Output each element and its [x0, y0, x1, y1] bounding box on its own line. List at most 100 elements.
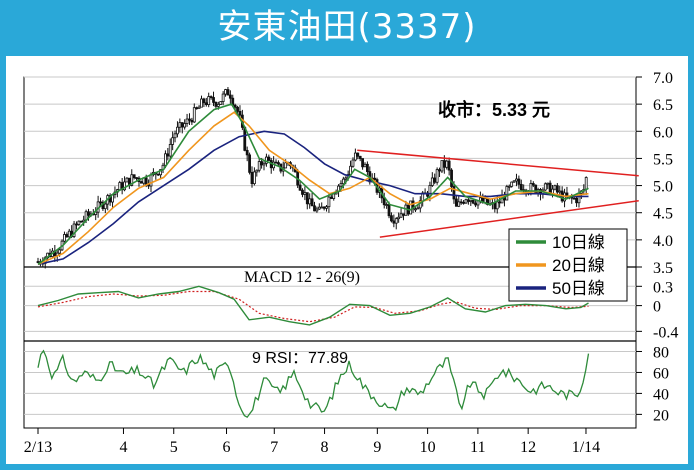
page-title: 安東油田(3337) [217, 7, 477, 47]
candle-body [572, 197, 576, 200]
candle-body [555, 185, 559, 193]
candle-body [433, 177, 437, 183]
candle-body [284, 162, 288, 169]
candle-body [546, 182, 550, 185]
candle-body [332, 193, 336, 199]
candle-body [471, 199, 475, 204]
candle-body [99, 201, 102, 204]
candle-body [454, 198, 458, 207]
candle-body [329, 196, 333, 199]
y-tick-label: 6.0 [653, 124, 673, 141]
ma50-line [37, 130, 589, 266]
candle-body [173, 133, 177, 139]
candle-body [452, 186, 456, 200]
candle-body [298, 184, 302, 191]
macd-line [37, 285, 589, 326]
y-tick-labels: 7.0 6.5 6.0 5.5 5.0 4.5 4.0 3.5 0.3 0 -0.4 80 60 40 20 [653, 70, 678, 424]
trendlines [357, 149, 639, 238]
candle-body [200, 98, 203, 108]
candle-body [440, 160, 444, 172]
candle-body [353, 152, 357, 161]
candle-body [517, 178, 521, 185]
stock-chart: 7.0 6.5 6.0 5.5 5.0 4.5 4.0 3.5 0.3 0 -0.4 80 60 40 20… [23, 70, 678, 456]
ma20-line [37, 111, 589, 266]
candle-body [558, 190, 562, 193]
candle-body [301, 189, 304, 195]
candle-body [238, 110, 242, 116]
candle-body [214, 102, 218, 107]
candle-body [176, 126, 179, 135]
candle-body [462, 202, 465, 204]
candle-body [325, 206, 328, 209]
y-tick-label: 5.5 [653, 151, 673, 168]
candle-body [512, 180, 516, 183]
close-price-annotation: 收市：5.33 元 [438, 99, 550, 120]
macd-title: MACD 12 - 26(9) [244, 269, 360, 286]
macd-lines [37, 285, 589, 326]
candle-body [77, 220, 81, 225]
candle-body [171, 137, 175, 145]
candle-body [224, 89, 227, 95]
y-tick-label: 0.3 [653, 279, 673, 296]
y-tick-label: 5.0 [653, 179, 673, 196]
y-tick-label: 0 [653, 299, 661, 316]
candle-body [67, 230, 71, 238]
candle-body [447, 160, 451, 171]
y-tick-label: 20 [653, 407, 669, 424]
candle-body [411, 200, 415, 210]
candle-body [190, 119, 194, 123]
candle-body [459, 201, 463, 204]
candle-body [144, 177, 148, 185]
candle-body [125, 177, 129, 183]
candle-body [469, 199, 473, 202]
candle-body [344, 177, 348, 180]
candle-body [466, 199, 470, 202]
candle-body [255, 169, 259, 173]
candle-body [575, 197, 578, 204]
x-tick-label: 11 [470, 439, 485, 456]
rsi-line [37, 349, 590, 419]
candle-body [387, 204, 391, 217]
candle-body [178, 122, 182, 128]
x-tick-label: 10 [420, 439, 436, 456]
candle-body [135, 177, 138, 180]
candle-body [428, 185, 432, 197]
candle-body [149, 174, 153, 187]
candle-body [305, 192, 309, 205]
candle-body [75, 223, 78, 226]
candle-body [248, 154, 251, 173]
y-tick-label: 40 [653, 386, 669, 403]
candle-body [209, 96, 213, 98]
candle-body [166, 153, 170, 157]
candle-body [310, 198, 314, 207]
candle-body [385, 204, 389, 206]
candle-body [202, 98, 206, 104]
candle-body [363, 163, 367, 168]
candle-body [267, 156, 271, 161]
y-tick-label: -0.4 [653, 324, 678, 341]
candle-body [118, 182, 122, 191]
candle-body [402, 213, 405, 216]
candle-body [327, 196, 331, 208]
candle-body [260, 161, 264, 166]
legend: 10日線 20日線 50日線 [508, 228, 628, 302]
candle-body [308, 198, 312, 205]
candle-body [505, 186, 509, 201]
candle-body [103, 203, 107, 210]
candle-body [534, 184, 538, 194]
x-tick-label: 2/13 [24, 439, 52, 456]
ma10-line [37, 103, 589, 265]
candle-body [339, 183, 343, 187]
candle-body [430, 177, 434, 186]
candle-body [156, 173, 160, 176]
candle-body [358, 155, 362, 159]
candle-body [303, 192, 307, 195]
candle-body [123, 181, 126, 191]
candle-body [233, 104, 237, 108]
x-tick-label: 5 [170, 439, 178, 456]
candle-body [404, 204, 408, 216]
candle-body [164, 153, 167, 166]
candle-body [438, 169, 441, 172]
y-tick-label: 3.5 [653, 260, 673, 277]
candle-body [180, 122, 184, 128]
